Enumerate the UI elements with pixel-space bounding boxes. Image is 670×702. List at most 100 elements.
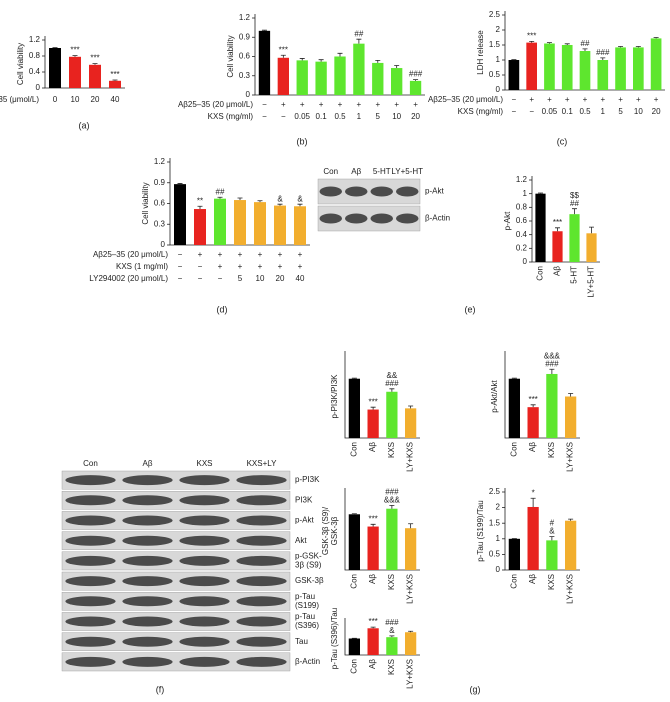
x-tick-label: LY+KXS — [406, 574, 415, 604]
error-bar — [337, 52, 343, 57]
blot-strip — [61, 470, 291, 490]
row-value: + — [218, 250, 223, 259]
row-value: + — [258, 250, 263, 259]
blot-band — [345, 186, 368, 197]
annotation: ## — [581, 39, 590, 48]
y-tick-label: 2 — [496, 503, 501, 512]
blot-band — [65, 495, 116, 506]
bar — [552, 231, 563, 262]
row-value: 5 — [376, 112, 381, 121]
y-tick-label: 0.6 — [516, 216, 528, 225]
error-bar — [389, 388, 395, 392]
row-label: KXS (mg/ml) — [208, 112, 254, 121]
blot-band — [319, 213, 342, 224]
error-bar — [555, 227, 560, 232]
row-value: 0.1 — [562, 107, 574, 116]
bar — [69, 56, 81, 88]
row-value: 10 — [634, 107, 643, 116]
y-tick-label: 0 — [246, 90, 251, 99]
row-value: 0.05 — [542, 107, 558, 116]
bar — [633, 47, 644, 90]
error-bar — [600, 57, 606, 60]
annotation: ### — [385, 618, 399, 627]
row-value: − — [178, 262, 183, 271]
y-tick-label: 2.5 — [489, 10, 501, 19]
lane-label: KXS+LY — [247, 459, 278, 468]
bar — [544, 43, 555, 90]
error-bar — [261, 29, 267, 31]
row-value: 20 — [652, 107, 661, 116]
x-tick-label: LY+KXS — [406, 442, 415, 472]
row-value: − — [262, 112, 267, 121]
bar — [565, 520, 577, 570]
x-tick-label: Con — [349, 574, 358, 589]
row-label: Aβ25–35 (20 μmol/L) — [93, 250, 168, 259]
row-value: + — [198, 250, 203, 259]
y-tick-label: 0.6 — [239, 52, 251, 61]
blot-band — [65, 616, 116, 627]
bar — [89, 64, 101, 88]
error-bar — [351, 513, 357, 515]
blot-band — [396, 213, 419, 224]
error-bar — [530, 497, 536, 507]
blot-band — [179, 636, 230, 647]
blot-band — [122, 495, 173, 506]
error-bar — [351, 377, 357, 379]
blot-row-label: GSK-3β — [295, 576, 324, 585]
row-value: + — [375, 100, 380, 109]
blot-strip — [61, 491, 291, 510]
row-value: 10 — [392, 112, 401, 121]
blot-band — [345, 213, 368, 224]
blot-band — [122, 616, 173, 627]
blot-row-label: p-GSK- — [295, 552, 322, 561]
y-tick-label: 0.5 — [489, 550, 501, 559]
annotation: ## — [570, 199, 579, 208]
error-bar — [389, 504, 395, 509]
bar — [386, 637, 398, 655]
row-value: − — [281, 112, 286, 121]
blot-band — [179, 576, 230, 587]
row-value: − — [218, 274, 223, 283]
y-tick-label: 2.5 — [489, 487, 501, 496]
y-tick-label: 0.3 — [154, 219, 166, 228]
error-bar — [72, 55, 78, 57]
panel-label: (d) — [217, 304, 228, 314]
bar — [405, 408, 417, 438]
y-tick-label: 0 — [496, 565, 501, 574]
row-value: + — [238, 262, 243, 271]
error-bar — [549, 368, 555, 374]
row-value: + — [529, 95, 534, 104]
bar — [409, 80, 422, 95]
row-label: KXS (1 mg/ml) — [116, 262, 168, 271]
blot-band — [179, 495, 230, 506]
bar — [274, 205, 286, 245]
error-bar — [549, 536, 555, 541]
blot-band — [236, 636, 287, 647]
panel-label: (f) — [156, 684, 165, 694]
blot-row-label: p-Akt — [295, 516, 314, 525]
x-tick-label: KXS — [547, 442, 556, 458]
blot-strip — [61, 511, 291, 530]
x-tick-label: Aβ — [528, 574, 537, 584]
row-value: + — [394, 100, 399, 109]
blot-band — [179, 555, 230, 566]
blot-band — [65, 636, 116, 647]
x-tick-label: KXS — [387, 659, 396, 675]
row-value: + — [300, 100, 305, 109]
bar — [561, 45, 573, 90]
error-bar — [653, 37, 659, 39]
row-label: KXS (mg/ml) — [458, 107, 504, 116]
blot-band — [179, 596, 230, 607]
bar — [405, 528, 417, 570]
blot-band — [236, 495, 287, 506]
x-tick-label: LY+KXS — [566, 442, 575, 472]
row-value: + — [298, 262, 303, 271]
annotation: *** — [90, 54, 99, 63]
annotation: &&& — [384, 495, 401, 504]
bar — [527, 407, 539, 438]
row-value: − — [262, 100, 267, 109]
error-bar — [177, 183, 183, 185]
bar — [334, 56, 346, 95]
x-tick-label: Con — [349, 659, 358, 674]
